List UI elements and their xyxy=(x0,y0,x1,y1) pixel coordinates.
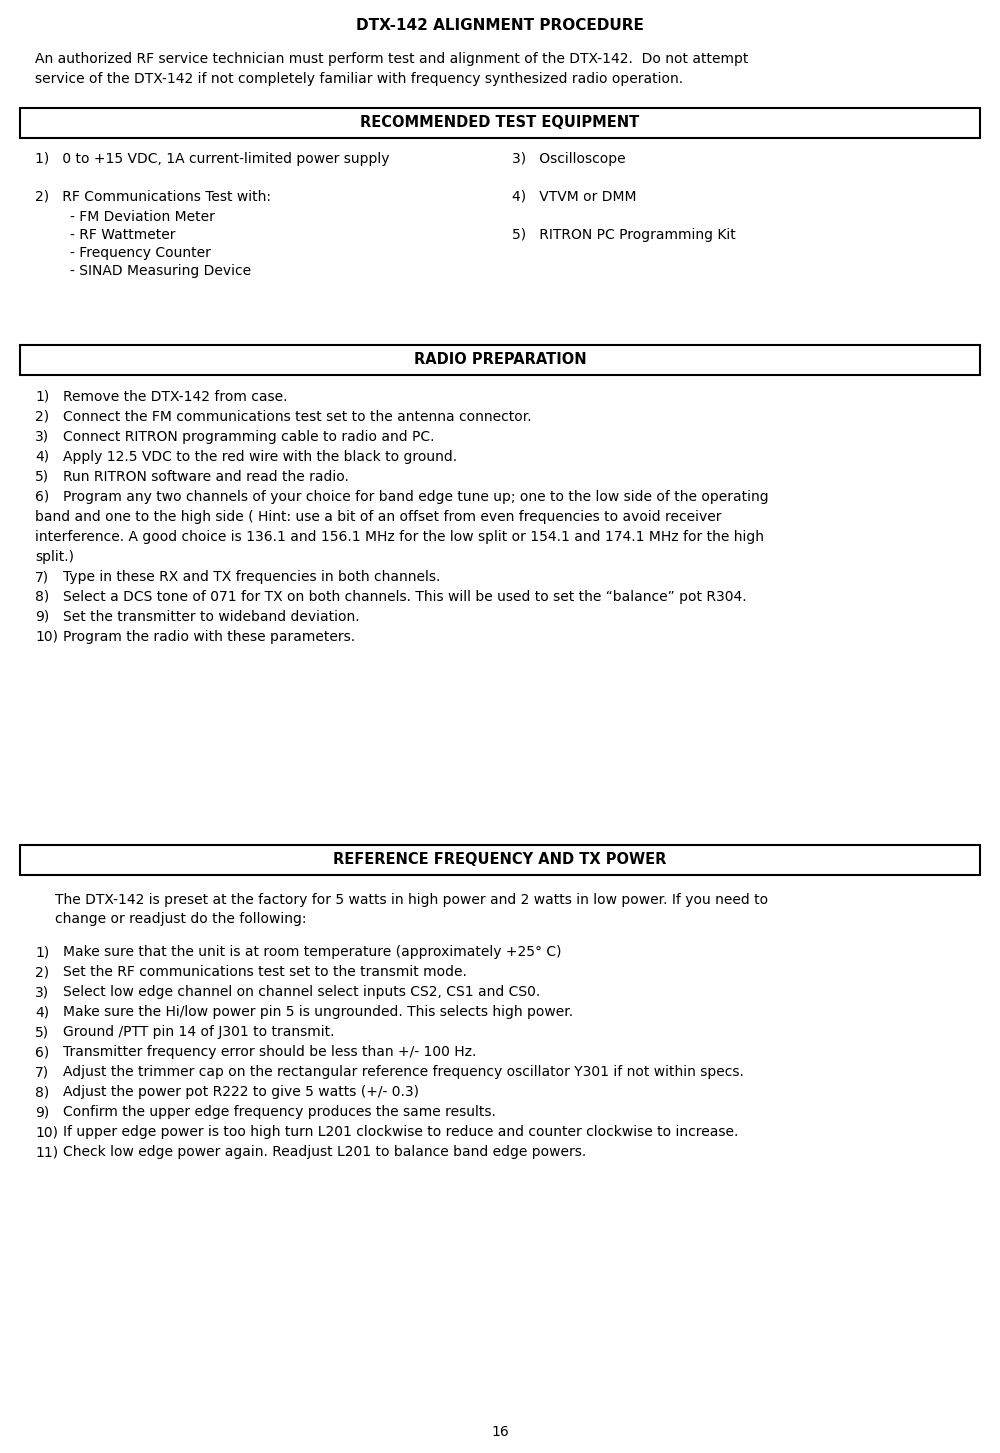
Text: Set the transmitter to wideband deviation.: Set the transmitter to wideband deviatio… xyxy=(63,610,360,623)
Text: - RF Wattmeter: - RF Wattmeter xyxy=(70,228,176,243)
Text: Program any two channels of your choice for band edge tune up; one to the low si: Program any two channels of your choice … xyxy=(63,490,769,504)
Text: 9): 9) xyxy=(35,610,49,623)
Text: 5)   RITRON PC Programming Kit: 5) RITRON PC Programming Kit xyxy=(512,228,736,243)
Text: The DTX-142 is preset at the factory for 5 watts in high power and 2 watts in lo: The DTX-142 is preset at the factory for… xyxy=(55,894,768,907)
Text: 10): 10) xyxy=(35,631,58,644)
Text: 16: 16 xyxy=(491,1425,509,1438)
Text: 5): 5) xyxy=(35,469,49,484)
Text: 2)   RF Communications Test with:: 2) RF Communications Test with: xyxy=(35,190,271,203)
Text: Connect the FM communications test set to the antenna connector.: Connect the FM communications test set t… xyxy=(63,410,532,424)
Text: Set the RF communications test set to the transmit mode.: Set the RF communications test set to th… xyxy=(63,965,467,979)
Text: Select a DCS tone of 071 for TX on both channels. This will be used to set the “: Select a DCS tone of 071 for TX on both … xyxy=(63,590,747,604)
Text: 3)   Oscilloscope: 3) Oscilloscope xyxy=(512,153,626,166)
Text: 5): 5) xyxy=(35,1024,49,1039)
Text: 4)   VTVM or DMM: 4) VTVM or DMM xyxy=(512,190,637,203)
Bar xyxy=(20,846,980,875)
Bar xyxy=(20,344,980,375)
Text: - Frequency Counter: - Frequency Counter xyxy=(70,246,211,260)
Text: Confirm the upper edge frequency produces the same results.: Confirm the upper edge frequency produce… xyxy=(63,1104,496,1119)
Text: 3): 3) xyxy=(35,430,49,445)
Text: 3): 3) xyxy=(35,985,49,1000)
Text: - SINAD Measuring Device: - SINAD Measuring Device xyxy=(70,264,251,278)
Text: band and one to the high side ( Hint: use a bit of an offset from even frequenci: band and one to the high side ( Hint: us… xyxy=(35,510,722,525)
Text: 1)   0 to +15 VDC, 1A current-limited power supply: 1) 0 to +15 VDC, 1A current-limited powe… xyxy=(35,153,390,166)
Text: Connect RITRON programming cable to radio and PC.: Connect RITRON programming cable to radi… xyxy=(63,430,434,445)
Text: 1): 1) xyxy=(35,389,49,404)
Text: Run RITRON software and read the radio.: Run RITRON software and read the radio. xyxy=(63,469,349,484)
Text: 4): 4) xyxy=(35,450,49,464)
Text: interference. A good choice is 136.1 and 156.1 MHz for the low split or 154.1 an: interference. A good choice is 136.1 and… xyxy=(35,530,764,543)
Text: 2): 2) xyxy=(35,410,49,424)
Text: 9): 9) xyxy=(35,1104,49,1119)
Text: DTX-142 ALIGNMENT PROCEDURE: DTX-142 ALIGNMENT PROCEDURE xyxy=(356,17,644,33)
Text: If upper edge power is too high turn L201 clockwise to reduce and counter clockw: If upper edge power is too high turn L20… xyxy=(63,1125,738,1139)
Text: REFERENCE FREQUENCY AND TX POWER: REFERENCE FREQUENCY AND TX POWER xyxy=(333,851,667,867)
Text: 2): 2) xyxy=(35,965,49,979)
Text: Transmitter frequency error should be less than +/- 100 Hz.: Transmitter frequency error should be le… xyxy=(63,1045,476,1059)
Text: Check low edge power again. Readjust L201 to balance band edge powers.: Check low edge power again. Readjust L20… xyxy=(63,1145,586,1159)
Text: 8): 8) xyxy=(35,590,49,604)
Text: 1): 1) xyxy=(35,944,49,959)
Text: Adjust the power pot R222 to give 5 watts (+/- 0.3): Adjust the power pot R222 to give 5 watt… xyxy=(63,1085,419,1098)
Text: Apply 12.5 VDC to the red wire with the black to ground.: Apply 12.5 VDC to the red wire with the … xyxy=(63,450,457,464)
Text: Make sure the Hi/low power pin 5 is ungrounded. This selects high power.: Make sure the Hi/low power pin 5 is ungr… xyxy=(63,1005,573,1019)
Text: Select low edge channel on channel select inputs CS2, CS1 and CS0.: Select low edge channel on channel selec… xyxy=(63,985,540,1000)
Text: RADIO PREPARATION: RADIO PREPARATION xyxy=(414,352,586,368)
Text: Program the radio with these parameters.: Program the radio with these parameters. xyxy=(63,631,355,644)
Text: Type in these RX and TX frequencies in both channels.: Type in these RX and TX frequencies in b… xyxy=(63,570,440,584)
Text: split.): split.) xyxy=(35,551,74,564)
Text: change or readjust do the following:: change or readjust do the following: xyxy=(55,912,306,926)
Text: 11): 11) xyxy=(35,1145,58,1159)
Text: Ground /PTT pin 14 of J301 to transmit.: Ground /PTT pin 14 of J301 to transmit. xyxy=(63,1024,334,1039)
Text: 6): 6) xyxy=(35,1045,49,1059)
Text: Remove the DTX-142 from case.: Remove the DTX-142 from case. xyxy=(63,389,288,404)
Text: 4): 4) xyxy=(35,1005,49,1019)
Text: 8): 8) xyxy=(35,1085,49,1098)
Text: Make sure that the unit is at room temperature (approximately +25° C): Make sure that the unit is at room tempe… xyxy=(63,944,562,959)
Text: Adjust the trimmer cap on the rectangular reference frequency oscillator Y301 if: Adjust the trimmer cap on the rectangula… xyxy=(63,1065,744,1080)
Bar xyxy=(20,108,980,138)
Text: - FM Deviation Meter: - FM Deviation Meter xyxy=(70,211,215,224)
Text: An authorized RF service technician must perform test and alignment of the DTX-1: An authorized RF service technician must… xyxy=(35,52,748,65)
Text: RECOMMENDED TEST EQUIPMENT: RECOMMENDED TEST EQUIPMENT xyxy=(360,115,640,129)
Text: 6): 6) xyxy=(35,490,49,504)
Text: 10): 10) xyxy=(35,1125,58,1139)
Text: 7): 7) xyxy=(35,570,49,584)
Text: service of the DTX-142 if not completely familiar with frequency synthesized rad: service of the DTX-142 if not completely… xyxy=(35,73,683,86)
Text: 7): 7) xyxy=(35,1065,49,1080)
